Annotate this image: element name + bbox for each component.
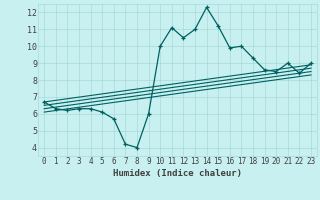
X-axis label: Humidex (Indice chaleur): Humidex (Indice chaleur) [113, 169, 242, 178]
